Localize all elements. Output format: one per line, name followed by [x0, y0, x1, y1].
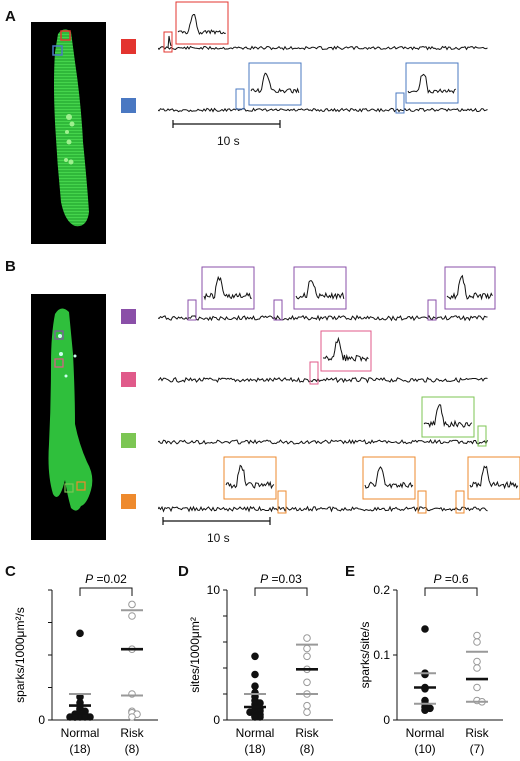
y-tick-label: 0.1: [373, 648, 390, 662]
normal-data-point: [421, 670, 429, 679]
significance-bracket: [424, 587, 478, 596]
panel-letter-a: A: [5, 8, 16, 25]
risk-data-point: [473, 657, 481, 666]
spark-box-large: [175, 1, 229, 45]
y-axis-label: sparks/1000μm²/s: [13, 607, 27, 703]
p-value: P =0.03: [260, 572, 302, 586]
normal-data-point: [421, 706, 429, 715]
trace-b-green: [158, 396, 488, 447]
risk-count-label: (7): [470, 742, 485, 756]
swatch-blue: [121, 98, 136, 113]
y-tick-label: 0: [38, 713, 45, 727]
y-tick-label: 0: [213, 713, 220, 727]
spark-box-small: [395, 92, 405, 114]
swatch-orange: [121, 494, 136, 509]
y-axis-label: sites/1000μm²: [188, 617, 202, 693]
y-tick-label: 0: [383, 713, 390, 727]
scale-label-b: 10 s: [207, 531, 230, 545]
normal-data-point: [76, 629, 84, 638]
cell-image-a: [31, 22, 106, 244]
normal-count-label: (18): [244, 742, 265, 756]
risk-data-point: [303, 708, 311, 716]
risk-category-label: Risk: [295, 726, 319, 740]
risk-category-label: Risk: [120, 726, 144, 740]
scale-label-a: 10 s: [217, 134, 240, 148]
normal-category-label: Normal: [406, 726, 445, 740]
normal-data-point: [71, 713, 79, 721]
significance-bracket: [254, 587, 308, 596]
risk-data-point: [128, 612, 136, 620]
p-value: P =0.6: [433, 572, 468, 586]
normal-count-label: (18): [69, 742, 90, 756]
y-tick-label: 0.2: [373, 583, 390, 597]
chart-c: 0 sparks/1000μm²/s P =0.02 Normal (18) Risk (8…: [13, 572, 158, 756]
risk-data-point: [473, 631, 481, 640]
risk-data-point: [303, 634, 311, 642]
risk-data-point: [303, 644, 311, 653]
swatch-red: [121, 39, 136, 54]
normal-data-point: [251, 652, 259, 661]
significance-bracket: [79, 587, 133, 596]
risk-count-label: (8): [300, 742, 315, 756]
spark-box-small: [235, 88, 245, 110]
spark-box-small: [163, 31, 173, 53]
risk-data-point: [303, 652, 311, 661]
risk-data-point: [303, 678, 311, 687]
spark-box-large: [405, 62, 459, 104]
scale-bar-a: [172, 120, 281, 128]
risk-data-point: [128, 600, 136, 609]
normal-data-point: [421, 625, 429, 633]
normal-data-point: [81, 713, 89, 721]
risk-category-label: Risk: [465, 726, 489, 740]
normal-category-label: Normal: [61, 726, 100, 740]
trace-b-orange: [158, 456, 520, 514]
swatch-green: [121, 433, 136, 448]
risk-data-point: [473, 638, 481, 646]
trace-a-blue: [158, 62, 488, 114]
scale-bar-b: [162, 517, 271, 525]
normal-data-point: [251, 670, 259, 679]
normal-category-label: Normal: [236, 726, 275, 740]
y-tick-label: 10: [207, 583, 221, 597]
y-axis-label: sparks/site/s: [358, 622, 372, 689]
normal-count-label: (10): [414, 742, 435, 756]
swatch-purple: [121, 309, 136, 324]
p-value: P =0.02: [85, 572, 127, 586]
spark-box-large: [248, 62, 302, 106]
panel-letter-d: D: [178, 563, 189, 580]
risk-count-label: (8): [125, 742, 140, 756]
swatch-pink: [121, 372, 136, 387]
risk-data-point: [473, 664, 481, 672]
cell-image-b: [31, 294, 106, 540]
panel-letter-e: E: [345, 563, 356, 580]
normal-data-point: [251, 713, 259, 721]
risk-data-point: [303, 701, 311, 710]
risk-data-point: [473, 683, 481, 692]
trace-a-red: [158, 1, 488, 53]
trace-b-purple: [158, 266, 496, 322]
panel-letter-c: C: [5, 563, 16, 580]
panel-letter-b: B: [5, 258, 16, 275]
risk-data-point: [128, 713, 136, 721]
spark-peak: [167, 35, 172, 49]
chart-d: 0 10 sites/1000μm² P =0.03 Normal (18) Risk (8): [188, 572, 333, 756]
chart-e: 0 0.1 0.2 sparks/site/s P =0.6 Normal (10) Risk…: [358, 572, 503, 756]
normal-data-point: [251, 682, 259, 690]
trace-b-pink: [158, 330, 488, 385]
